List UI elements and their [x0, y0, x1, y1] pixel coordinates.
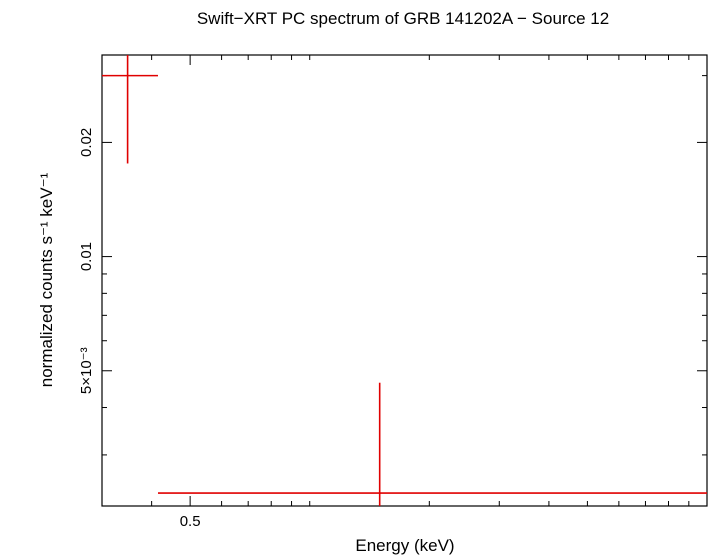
y-axis-label: normalized counts s⁻¹ keV⁻¹ — [37, 172, 56, 387]
data-point — [102, 55, 158, 164]
y-tick-label: 0.01 — [78, 242, 95, 271]
data-point — [157, 382, 707, 506]
data-points — [102, 55, 707, 506]
y-tick-label: 0.02 — [78, 128, 95, 157]
x-axis-label: Energy (keV) — [355, 536, 454, 555]
y-tick-label: 5×10⁻³ — [78, 347, 95, 394]
axis-tick-labels: 0.5 5×10⁻³ 0.01 0.02 — [78, 128, 201, 530]
plot-frame — [101, 54, 708, 507]
axis-ticks — [101, 55, 707, 506]
chart-title: Swift−XRT PC spectrum of GRB 141202A − S… — [197, 9, 609, 28]
x-tick-label: 0.5 — [180, 513, 201, 530]
